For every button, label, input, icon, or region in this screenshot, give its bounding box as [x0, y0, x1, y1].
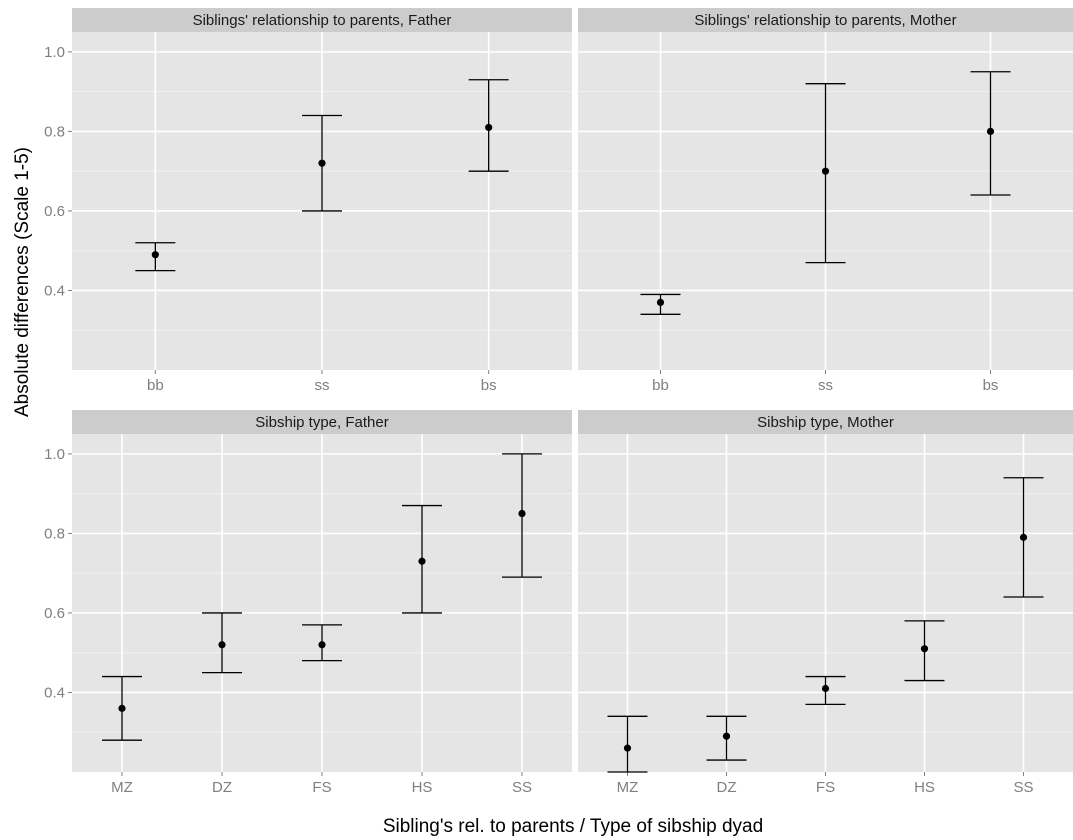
panel-title: Sibship type, Mother [757, 414, 894, 431]
data-point [485, 123, 493, 132]
x-tick-label: FS [816, 779, 835, 796]
data-point [151, 251, 159, 259]
x-tick-label: ss [315, 377, 330, 394]
error-bar [706, 715, 747, 761]
x-tick-label: HS [914, 779, 935, 796]
x-tick-label: bs [983, 377, 999, 394]
data-point [722, 732, 731, 740]
x-tick-label: FS [312, 779, 331, 796]
x-tick-label: MZ [617, 779, 639, 796]
data-point [118, 704, 126, 712]
error-bar [202, 612, 242, 674]
y-tick-label: 0.6 [44, 605, 65, 622]
x-tick-label: bb [652, 377, 669, 394]
x-tick-label: DZ [717, 779, 737, 796]
data-point [986, 127, 995, 136]
y-tick-label: 1.0 [44, 44, 65, 61]
panel-strip [72, 8, 572, 32]
y-tick-label: 0.8 [44, 525, 65, 542]
error-bar [302, 624, 342, 662]
error-bar [135, 242, 176, 272]
error-bar [640, 293, 681, 315]
panel-3: Sibship type, Father 0.4 0.6 0.8 1.0 MZ DZ FS HS… [44, 410, 572, 796]
x-tick-label: ss [818, 377, 833, 394]
error-bar [970, 71, 1011, 196]
error-bar [302, 114, 342, 212]
y-tick-label: 0.8 [44, 123, 65, 140]
panel-title: Siblings' relationship to parents, Mothe… [694, 12, 956, 29]
x-tick-label: bs [481, 377, 497, 394]
y-tick-label: 0.4 [44, 282, 65, 299]
x-tick-label: DZ [212, 779, 232, 796]
error-bar [402, 504, 442, 614]
panel-strip [578, 410, 1073, 434]
y-tick-label: 0.6 [44, 203, 65, 220]
error-bar [1003, 477, 1044, 598]
x-tick-label: HS [412, 779, 433, 796]
panel-1: Siblings' relationship to parents, Fathe… [44, 8, 572, 394]
panel-title: Sibship type, Father [255, 414, 388, 431]
x-axis-title: Sibling's rel. to parents / Type of sibs… [383, 816, 763, 837]
x-tick-label: SS [512, 779, 532, 796]
data-point [418, 557, 426, 565]
y-tick-label: 1.0 [44, 446, 65, 463]
error-bar [468, 79, 509, 172]
panels-layer: Siblings' relationship to parents, Fathe… [44, 8, 1073, 796]
data-point [218, 641, 226, 649]
panel-4: Sibship type, Mother MZ DZ FS HS SS [578, 410, 1073, 796]
panel-title: Siblings' relationship to parents, Fathe… [193, 12, 452, 29]
error-bar [904, 620, 945, 682]
data-point [318, 641, 326, 649]
data-point [821, 167, 830, 175]
data-point [920, 645, 929, 653]
panel-2: Siblings' relationship to parents, Mothe… [578, 8, 1073, 394]
x-tick-label: MZ [111, 779, 133, 796]
panel-strip [578, 8, 1073, 32]
x-tick-label: bb [147, 377, 164, 394]
error-bar [502, 453, 542, 578]
data-point [318, 159, 326, 167]
error-bar [805, 675, 846, 706]
data-point [821, 684, 830, 693]
error-bar [102, 675, 142, 741]
error-bar [805, 83, 846, 264]
data-point [518, 509, 526, 518]
error-bar [607, 715, 648, 773]
panel-strip [72, 410, 572, 434]
y-axis-title: Absolute differences (Scale 1-5) [12, 147, 33, 417]
data-point [656, 298, 665, 306]
y-tick-label: 0.4 [44, 684, 65, 701]
x-tick-label: SS [1013, 779, 1033, 796]
data-point [1019, 533, 1028, 541]
data-point [623, 744, 632, 752]
